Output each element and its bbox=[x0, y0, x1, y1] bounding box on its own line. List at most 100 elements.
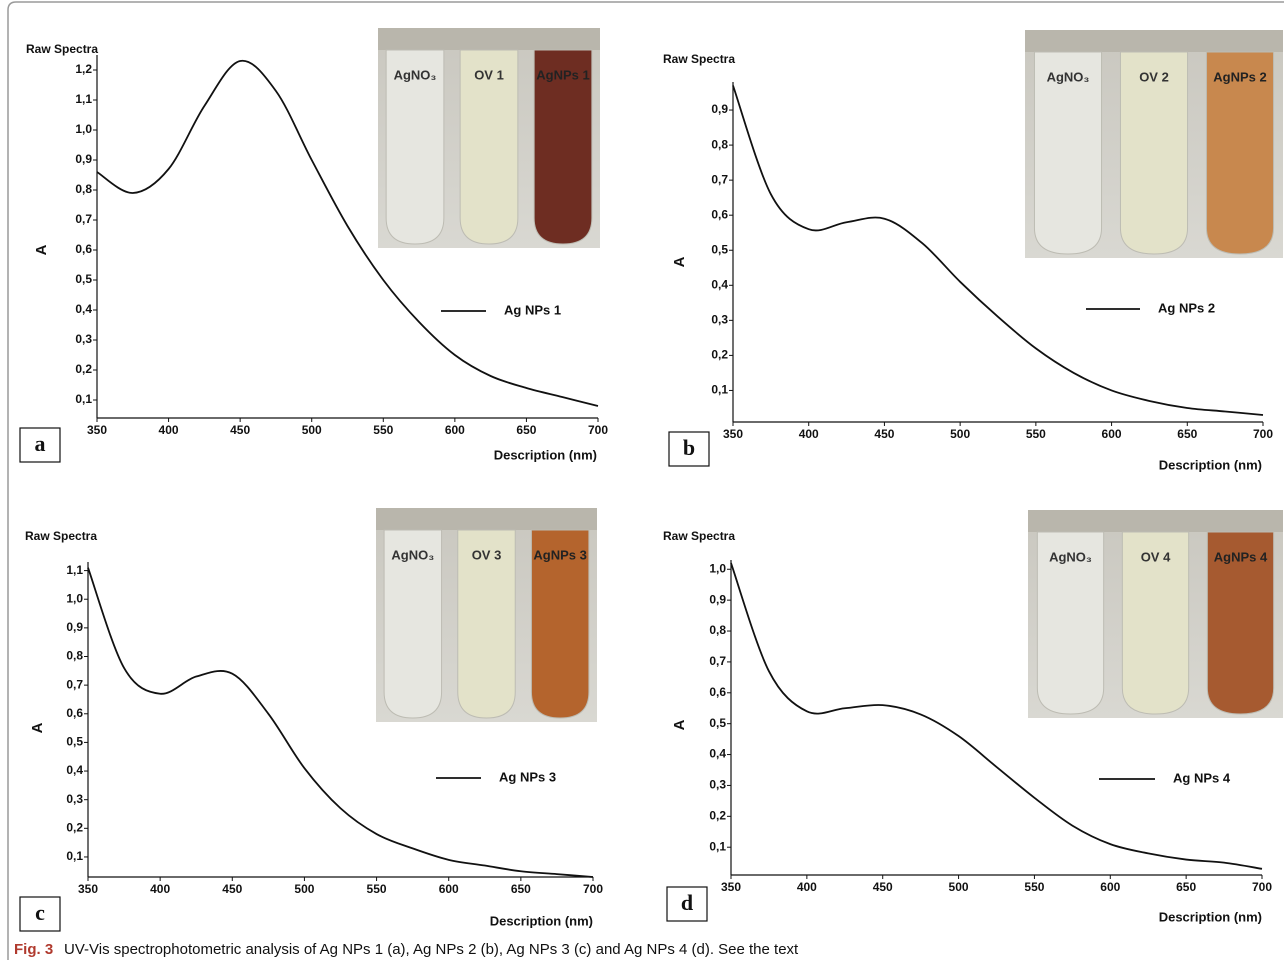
y-tick-label: 1,2 bbox=[75, 62, 92, 76]
y-tick-label: 0,8 bbox=[66, 649, 83, 663]
y-tick-label: 0,7 bbox=[709, 654, 726, 668]
x-tick-label: 600 bbox=[445, 423, 465, 437]
caption-text: UV-Vis spectrophotometric analysis of Ag… bbox=[64, 941, 799, 958]
legend-label: Ag NPs 3 bbox=[499, 769, 556, 784]
x-tick-label: 400 bbox=[797, 880, 817, 894]
caption-label: Fig. 3 bbox=[14, 941, 53, 958]
x-tick-label: 350 bbox=[78, 882, 98, 896]
y-tick-label: 1,0 bbox=[66, 591, 83, 605]
panel-letter-box bbox=[666, 886, 708, 922]
panel-letter: a bbox=[35, 431, 46, 456]
x-tick-label: 400 bbox=[799, 427, 819, 441]
x-tick-label: 350 bbox=[87, 423, 107, 437]
photo-label: OV 3 bbox=[472, 547, 502, 562]
y-tick-label: 0,4 bbox=[66, 763, 83, 777]
x-tick-label: 700 bbox=[583, 882, 603, 896]
x-tick-label: 500 bbox=[949, 880, 969, 894]
tube bbox=[459, 49, 519, 245]
y-tick-label: 0,1 bbox=[709, 839, 726, 853]
photo-rack bbox=[1028, 510, 1283, 532]
chart-title: Raw Spectra bbox=[25, 529, 97, 543]
y-tick-label: 0,6 bbox=[75, 242, 92, 256]
tube bbox=[1119, 51, 1189, 255]
tube bbox=[533, 49, 593, 245]
x-tick-label: 450 bbox=[873, 880, 893, 894]
y-tick-label: 1,1 bbox=[66, 563, 83, 577]
x-tick-label: 500 bbox=[294, 882, 314, 896]
chart-title: Raw Spectra bbox=[663, 52, 735, 66]
x-tick-label: 600 bbox=[1102, 427, 1122, 441]
x-tick-label: 450 bbox=[874, 427, 894, 441]
panel-letter-box bbox=[668, 431, 710, 467]
y-tick-label: 0,6 bbox=[66, 706, 83, 720]
legend-label: Ag NPs 4 bbox=[1173, 770, 1231, 785]
y-tick-label: 0,5 bbox=[709, 716, 726, 730]
photo-label: AgNO₃ bbox=[394, 67, 437, 82]
legend-label: Ag NPs 1 bbox=[504, 302, 561, 317]
x-axis-label: Description (nm) bbox=[490, 913, 593, 928]
y-tick-label: 0,4 bbox=[711, 277, 728, 291]
x-tick-label: 350 bbox=[723, 427, 743, 441]
y-tick-label: 0,1 bbox=[711, 383, 728, 397]
y-tick-label: 0,4 bbox=[75, 302, 92, 316]
y-tick-label: 1,0 bbox=[709, 561, 726, 575]
x-tick-label: 450 bbox=[230, 423, 250, 437]
x-tick-label: 350 bbox=[721, 880, 741, 894]
spectrum-line bbox=[87, 567, 594, 878]
photo-label: OV 4 bbox=[1141, 549, 1171, 564]
panel-letter: d bbox=[681, 890, 693, 915]
x-tick-label: 550 bbox=[367, 882, 387, 896]
y-tick-label: 0,7 bbox=[711, 172, 728, 186]
y-tick-label: 0,8 bbox=[75, 182, 92, 196]
y-tick-label: 0,2 bbox=[66, 820, 83, 834]
chart-title: Raw Spectra bbox=[663, 529, 735, 543]
panel-letter: b bbox=[683, 435, 695, 460]
panel-letter-box bbox=[19, 896, 61, 932]
tube bbox=[530, 529, 590, 719]
x-tick-label: 650 bbox=[516, 423, 536, 437]
y-tick-label: 0,2 bbox=[709, 808, 726, 822]
photo-label: OV 2 bbox=[1139, 69, 1169, 84]
x-axis-label: Description (nm) bbox=[494, 447, 597, 462]
y-axis-label: A bbox=[671, 256, 688, 267]
photo-rack bbox=[376, 508, 597, 530]
photo-label: AgNO₃ bbox=[391, 547, 434, 562]
y-tick-label: 0,5 bbox=[66, 735, 83, 749]
x-tick-label: 700 bbox=[1252, 880, 1272, 894]
x-tick-label: 650 bbox=[1176, 880, 1196, 894]
y-tick-label: 0,5 bbox=[711, 242, 728, 256]
y-axis-label: A bbox=[33, 244, 50, 255]
tube bbox=[383, 529, 443, 719]
x-tick-label: 600 bbox=[439, 882, 459, 896]
photo-rack bbox=[1025, 30, 1283, 52]
y-tick-label: 0,3 bbox=[66, 792, 83, 806]
photo-label: AgNO₃ bbox=[1049, 549, 1092, 564]
y-tick-label: 0,9 bbox=[66, 620, 83, 634]
photo-label: AgNPs 2 bbox=[1213, 69, 1266, 84]
x-tick-label: 550 bbox=[1026, 427, 1046, 441]
y-tick-label: 0,3 bbox=[711, 313, 728, 327]
photo-rack bbox=[378, 28, 600, 50]
y-tick-label: 0,6 bbox=[709, 685, 726, 699]
tube bbox=[1121, 531, 1190, 715]
x-axis-label: Description (nm) bbox=[1159, 457, 1262, 472]
y-tick-label: 0,8 bbox=[709, 623, 726, 637]
x-tick-label: 600 bbox=[1100, 880, 1120, 894]
y-tick-label: 0,6 bbox=[711, 207, 728, 221]
y-tick-label: 0,9 bbox=[709, 592, 726, 606]
y-tick-label: 0,1 bbox=[75, 392, 92, 406]
tube bbox=[457, 529, 516, 719]
x-tick-label: 500 bbox=[302, 423, 322, 437]
tube bbox=[1206, 531, 1275, 715]
x-tick-label: 700 bbox=[588, 423, 608, 437]
y-tick-label: 0,9 bbox=[711, 102, 728, 116]
spectrum-line bbox=[96, 59, 599, 407]
legend-label: Ag NPs 2 bbox=[1158, 300, 1215, 315]
y-axis-label: A bbox=[671, 719, 688, 730]
y-tick-label: 0,8 bbox=[711, 137, 728, 151]
y-tick-label: 0,4 bbox=[709, 747, 726, 761]
x-tick-label: 700 bbox=[1253, 427, 1273, 441]
tube bbox=[385, 49, 445, 245]
x-tick-label: 650 bbox=[1177, 427, 1197, 441]
